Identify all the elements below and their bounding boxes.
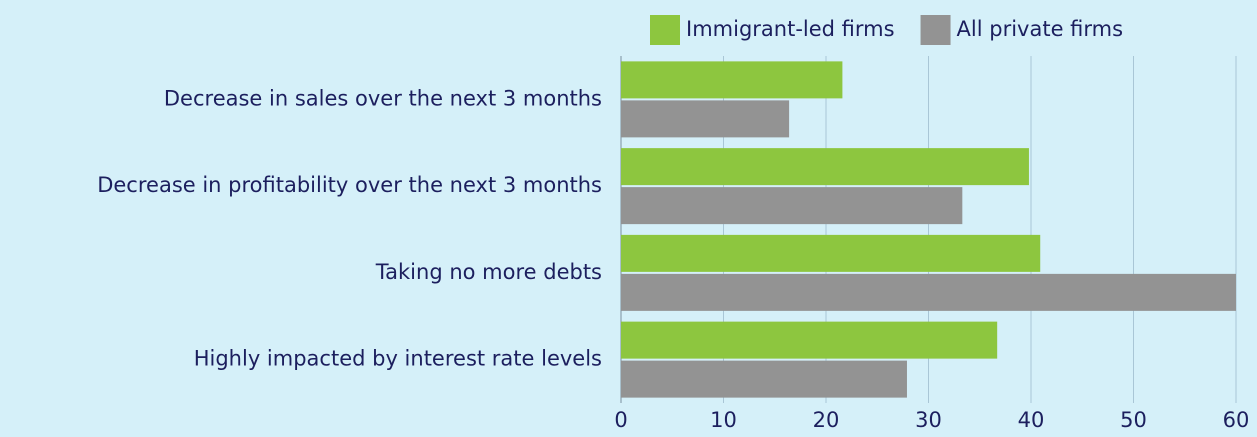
legend-swatch bbox=[650, 15, 680, 45]
x-tick-label: 40 bbox=[1018, 408, 1045, 432]
legend-swatch bbox=[920, 15, 951, 45]
bar bbox=[621, 321, 998, 359]
y-tick-label: Decrease in profitability over the next … bbox=[97, 173, 602, 197]
bar bbox=[621, 100, 790, 138]
x-tick-label: 30 bbox=[915, 408, 942, 432]
y-tick-label: Highly impacted by interest rate levels bbox=[194, 347, 602, 371]
y-tick-label: Taking no more debts bbox=[375, 260, 602, 284]
legend-label: Immigrant-led firms bbox=[686, 17, 895, 41]
legend-label: All private firms bbox=[957, 17, 1124, 41]
y-tick-label: Decrease in sales over the next 3 months bbox=[164, 86, 602, 110]
x-tick-label: 60 bbox=[1223, 408, 1250, 432]
x-tick-label: 50 bbox=[1120, 408, 1147, 432]
bar bbox=[621, 61, 843, 99]
bar bbox=[621, 360, 907, 398]
x-tick-label: 0 bbox=[614, 408, 627, 432]
x-tick-label: 20 bbox=[813, 408, 840, 432]
bar bbox=[621, 273, 1236, 311]
bar bbox=[621, 234, 1041, 272]
bar bbox=[621, 148, 1029, 186]
x-tick-label: 10 bbox=[710, 408, 737, 432]
bar bbox=[621, 187, 963, 225]
